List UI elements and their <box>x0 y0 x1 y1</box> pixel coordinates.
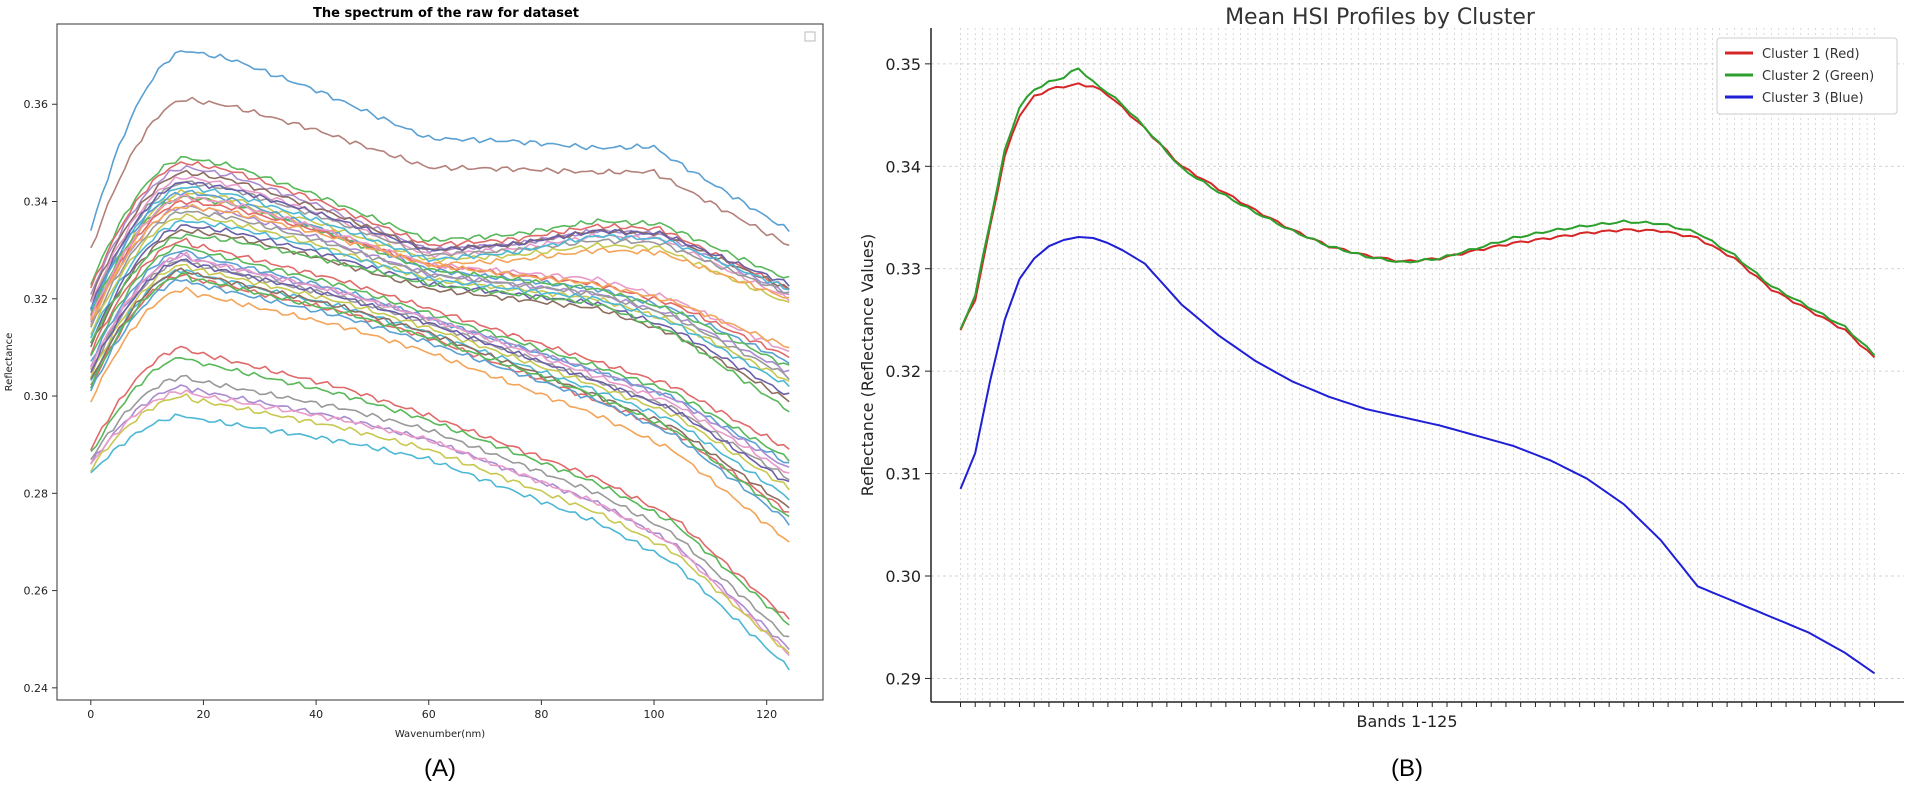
panel-a-xtick-label: 0 <box>87 708 94 721</box>
panel-a-series-line <box>90 180 790 309</box>
panel-a-ticks: 0 20 40 60 80 100 120 0.24 0.26 0.28 0.30 0.32 0.34 0… <box>24 98 778 721</box>
panel-b-title: Mean HSI Profiles by Cluster <box>1225 5 1536 30</box>
panel-a-ytick-label: 0.34 <box>24 196 49 209</box>
panel-a-series-line <box>90 271 790 518</box>
panel-b-ytick-label: 0.32 <box>885 362 921 381</box>
panel-a-ytick-label: 0.36 <box>24 98 49 111</box>
panel-a-series-line <box>90 357 790 626</box>
panel-a-xtick-label: 40 <box>309 708 323 721</box>
panel-a-xtick-label: 100 <box>644 708 665 721</box>
panel-a-series <box>90 50 790 671</box>
panel-a-series-line <box>90 278 790 526</box>
panel-a-series-line <box>90 389 790 657</box>
panel-b-ytick-label: 0.31 <box>885 465 921 484</box>
panel-a-ytick-label: 0.32 <box>24 293 49 306</box>
panel-a-series-line <box>90 195 790 366</box>
panel-a-ytick-label: 0.26 <box>24 585 49 598</box>
panel-a-series-line <box>90 155 790 286</box>
panel-a-series-line <box>90 213 790 382</box>
panel-b-grid: 0.29 0.30 0.31 0.32 0.33 0.34 0.35 <box>885 28 1904 707</box>
panel-a-ytick-label: 0.30 <box>24 390 49 403</box>
panel-a-series-line <box>90 50 790 233</box>
panel-a-series-line <box>90 244 790 462</box>
panel-a-series-line <box>90 203 790 349</box>
panel-a-series-line <box>90 210 790 380</box>
panel-a-label: (A) <box>424 755 456 782</box>
legend-label-cluster-1: Cluster 1 (Red) <box>1762 47 1860 62</box>
panel-a-series-line <box>90 413 790 671</box>
panel-a-series-line <box>90 186 790 312</box>
panel-a-series-line <box>90 237 790 450</box>
panel-a-xtick-label: 80 <box>534 708 548 721</box>
panel-a-series-line <box>90 374 790 638</box>
panel-a-xtick-label: 120 <box>756 708 777 721</box>
panel-b: Mean HSI Profiles by Cluster 0.29 0.30 0.3… <box>858 5 1904 782</box>
panel-a-ytick-label: 0.24 <box>24 682 49 695</box>
panel-b-label: (B) <box>1391 755 1423 782</box>
panel-a-series-line <box>90 251 790 474</box>
panel-a-series-line <box>90 286 790 543</box>
panel-a-series-line <box>90 267 790 509</box>
panel-a-series-line <box>90 228 790 403</box>
panel-b-ylabel: Reflectance (Reflectance Values) <box>858 234 877 497</box>
legend-label-cluster-3: Cluster 3 (Blue) <box>1762 91 1864 106</box>
panel-a-title: The spectrum of the raw for dataset <box>313 6 579 21</box>
panel-a-ytick-label: 0.28 <box>24 487 49 500</box>
panel-a-plot-frame <box>56 23 824 701</box>
panel-a-series-line <box>90 224 790 396</box>
panel-b-legend-box <box>1716 37 1898 115</box>
panel-a: The spectrum of the raw for dataset 0 20 4… <box>4 6 824 782</box>
panel-b-ytick-label: 0.35 <box>885 55 921 74</box>
panel-b-series-line <box>959 67 1876 357</box>
panel-a-empty-legend <box>804 31 816 42</box>
panel-a-xlabel: Wavenumber(nm) <box>395 729 485 740</box>
panel-a-series-line <box>90 393 790 654</box>
legend-label-cluster-2: Cluster 2 (Green) <box>1762 69 1874 84</box>
panel-a-xtick-label: 60 <box>422 708 436 721</box>
panel-b-ytick-label: 0.29 <box>885 669 921 688</box>
panel-b-series-line <box>959 236 1876 675</box>
panel-a-series-line <box>90 345 790 620</box>
panel-b-ytick-label: 0.34 <box>885 157 921 176</box>
panel-b-series <box>959 67 1876 675</box>
panel-b-xlabel: Bands 1-125 <box>1357 712 1458 731</box>
panel-a-series-line <box>90 263 790 491</box>
panel-b-legend: Cluster 1 (Red) Cluster 2 (Green) Cluste… <box>1716 37 1898 115</box>
panel-a-xtick-label: 20 <box>196 708 210 721</box>
panel-a-series-line <box>90 199 790 359</box>
panel-b-ytick-label: 0.30 <box>885 567 921 586</box>
panel-a-series-line <box>90 258 790 483</box>
panel-a-series-line <box>90 181 790 310</box>
panel-a-series-line <box>90 233 790 413</box>
panel-a-ylabel: Reflectance <box>4 333 15 392</box>
panel-b-ytick-label: 0.33 <box>885 260 921 279</box>
panel-a-series-line <box>90 96 790 249</box>
panel-a-series-line <box>90 161 790 291</box>
